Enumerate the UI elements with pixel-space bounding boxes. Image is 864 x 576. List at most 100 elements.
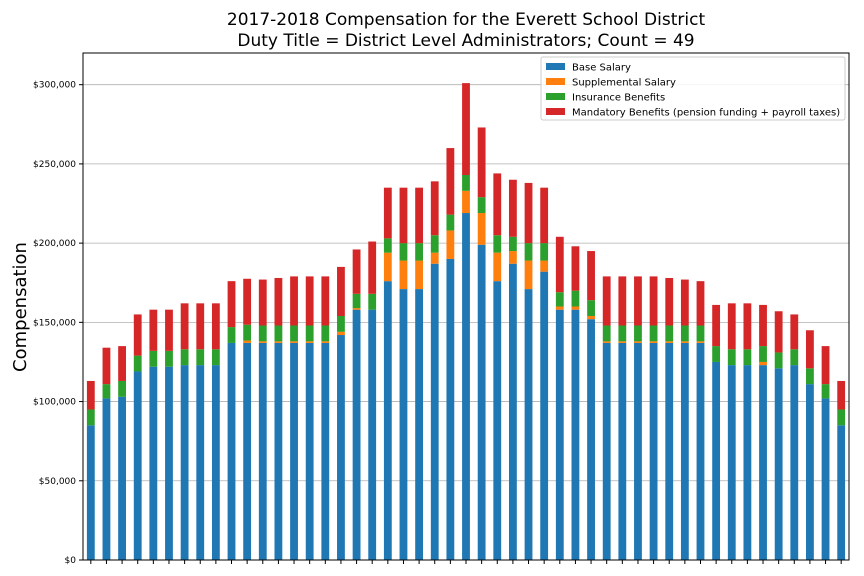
- bar-segment-series-2: [821, 384, 830, 399]
- bar-segment-series-0: [618, 342, 627, 560]
- bar-segment-series-2: [337, 316, 345, 332]
- y-tick-label: $50,000: [39, 477, 76, 487]
- bar-segment-series-0: [555, 309, 564, 560]
- legend-swatch: [546, 93, 565, 100]
- bar-segment-series-2: [806, 368, 814, 385]
- bar-segment-series-2: [696, 325, 705, 342]
- bar-segment-series-3: [149, 309, 158, 351]
- bar-segment-series-1: [680, 341, 689, 343]
- bar-segment-series-0: [211, 365, 220, 560]
- bar-segment-series-0: [399, 289, 408, 560]
- bar-segment-series-2: [165, 350, 173, 367]
- bar-segment-series-0: [477, 244, 486, 560]
- bar-segment-series-3: [508, 179, 517, 237]
- chart-title: 2017-2018 Compensation for the Everett S…: [227, 10, 706, 51]
- bar-segment-series-0: [806, 384, 814, 560]
- legend-swatch: [546, 63, 565, 70]
- bar-segment-series-2: [493, 235, 502, 253]
- bar-segment-series-2: [790, 349, 799, 366]
- bar-segment-series-1: [258, 341, 267, 343]
- y-tick-label: $100,000: [33, 398, 76, 408]
- bar-segment-series-0: [727, 365, 736, 560]
- bar-segment-series-1: [618, 341, 627, 343]
- bar-segment-series-3: [477, 127, 486, 198]
- bar-segment-series-3: [587, 251, 595, 301]
- bar-segment-series-1: [665, 341, 674, 343]
- bar-segment-series-3: [665, 277, 674, 326]
- bar-segment-series-0: [133, 371, 142, 560]
- bar-segment-series-1: [634, 341, 642, 343]
- bar-segment-series-1: [587, 316, 595, 320]
- bar-segment-series-3: [602, 276, 611, 326]
- bar-segment-series-0: [274, 342, 283, 560]
- bar-segment-series-1: [759, 361, 767, 366]
- bar-segment-series-2: [571, 290, 580, 307]
- legend-swatch: [546, 78, 565, 85]
- bar-segment-series-2: [274, 325, 283, 342]
- bar-segment-series-3: [649, 276, 658, 326]
- bar-segment-series-2: [290, 325, 298, 342]
- bar-segment-series-2: [477, 197, 486, 214]
- bar-segment-series-2: [743, 349, 752, 366]
- bar-segment-series-0: [680, 342, 689, 560]
- bar-segment-series-2: [321, 325, 330, 342]
- bar-segment-series-3: [399, 187, 408, 244]
- bar-segment-series-3: [680, 279, 689, 326]
- bar-segment-series-3: [383, 187, 392, 239]
- bar-segment-series-2: [649, 325, 658, 342]
- bar-segment-series-1: [477, 213, 486, 245]
- bar-segment-series-2: [211, 349, 220, 366]
- bar-segment-series-0: [493, 281, 502, 560]
- bar-segment-series-2: [680, 325, 689, 342]
- bars: [86, 83, 846, 560]
- bar-segment-series-3: [258, 279, 267, 326]
- bar-segment-series-2: [258, 325, 267, 342]
- bar-segment-series-2: [352, 293, 361, 309]
- bar-segment-series-1: [383, 252, 392, 282]
- bar-segment-series-2: [86, 409, 95, 426]
- bar-segment-series-2: [180, 349, 189, 366]
- bar-segment-series-3: [227, 281, 236, 328]
- bar-segment-series-3: [821, 346, 830, 385]
- bar-segment-series-0: [383, 281, 392, 560]
- bar-segment-series-0: [665, 342, 674, 560]
- bar-segment-series-1: [337, 331, 345, 336]
- y-tick-label: $0: [65, 556, 77, 566]
- bar-segment-series-2: [415, 243, 424, 261]
- bar-segment-series-2: [555, 292, 564, 307]
- bar-segment-series-0: [712, 361, 721, 560]
- bar-segment-series-2: [524, 243, 533, 261]
- title-line-2: Duty Title = District Level Administrato…: [237, 31, 694, 51]
- bar-segment-series-2: [118, 380, 126, 397]
- y-tick-label: $150,000: [33, 318, 76, 328]
- bar-segment-series-3: [86, 380, 95, 410]
- bar-segment-series-3: [180, 303, 189, 350]
- bar-segment-series-1: [524, 260, 533, 290]
- y-tick-label: $200,000: [33, 239, 76, 249]
- bar-segment-series-3: [571, 246, 580, 291]
- bar-segment-series-2: [462, 174, 470, 191]
- bar-segment-series-3: [524, 182, 533, 244]
- bar-segment-series-1: [446, 230, 455, 259]
- bar-segment-series-0: [508, 263, 517, 560]
- bar-segment-series-3: [618, 276, 627, 326]
- bar-segment-series-0: [540, 271, 549, 560]
- bar-segment-series-3: [743, 303, 752, 350]
- bar-segment-series-2: [774, 352, 783, 369]
- bar-segment-series-2: [305, 325, 314, 342]
- bar-segment-series-3: [274, 277, 283, 326]
- title-line-1: 2017-2018 Compensation for the Everett S…: [227, 10, 706, 30]
- y-tick-label: $300,000: [33, 81, 76, 91]
- y-tick-label: $250,000: [33, 160, 76, 170]
- bar-segment-series-2: [602, 325, 611, 342]
- bar-segment-series-3: [102, 347, 111, 385]
- legend-entry: Insurance Benefits: [572, 93, 665, 104]
- bar-segment-series-1: [508, 251, 517, 264]
- bar-segment-series-2: [759, 346, 767, 362]
- bar-segment-series-1: [243, 340, 252, 343]
- bar-segment-series-3: [118, 346, 126, 381]
- bar-segment-series-0: [368, 309, 377, 560]
- bar-segment-series-2: [634, 325, 642, 342]
- bar-segment-series-2: [227, 327, 236, 343]
- bar-segment-series-3: [634, 276, 642, 326]
